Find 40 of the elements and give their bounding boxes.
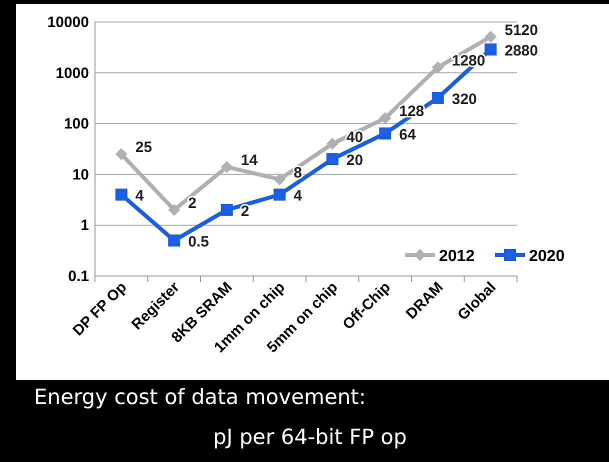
point <box>379 127 392 140</box>
point <box>168 234 180 246</box>
data-label: 2 <box>188 194 196 212</box>
point <box>220 160 233 173</box>
data-label: 64 <box>399 126 416 144</box>
y-tick-label: 10 <box>72 166 89 184</box>
point <box>432 92 444 104</box>
point <box>484 30 497 43</box>
legend-label: 2012 <box>439 248 475 265</box>
point <box>274 188 286 201</box>
data-label: 8 <box>294 164 302 182</box>
data-label: 4 <box>294 188 303 205</box>
y-tick-label: 1000 <box>56 64 89 82</box>
y-tick-label: 100 <box>64 116 89 133</box>
text: Energy cost of data movement: <box>34 385 366 409</box>
data-label: 4 <box>135 188 144 205</box>
data-label: 2 <box>240 202 250 220</box>
data-label: 25 <box>135 139 152 156</box>
point <box>274 173 286 186</box>
point <box>326 153 338 166</box>
legend-label: 2020 <box>529 248 565 265</box>
point <box>326 138 338 150</box>
y-tick-label: 10000 <box>47 14 89 31</box>
data-label: 20 <box>346 152 364 170</box>
point <box>379 112 392 124</box>
y-tick-label: 0.1 <box>68 268 89 285</box>
data-label: 40 <box>346 128 364 146</box>
point <box>115 188 128 201</box>
data-label: 14 <box>240 152 258 169</box>
data-label: 5120 <box>504 22 538 39</box>
point <box>484 43 497 56</box>
data-label: 0.5 <box>188 233 209 250</box>
point <box>432 61 444 74</box>
point <box>220 204 233 216</box>
data-label: 320 <box>452 90 477 108</box>
data-label: 2880 <box>504 42 538 60</box>
text: pJ per 64-bit FP op <box>213 425 407 449</box>
point <box>168 204 180 216</box>
point <box>115 148 128 160</box>
y-tick-label: 1 <box>80 217 89 234</box>
